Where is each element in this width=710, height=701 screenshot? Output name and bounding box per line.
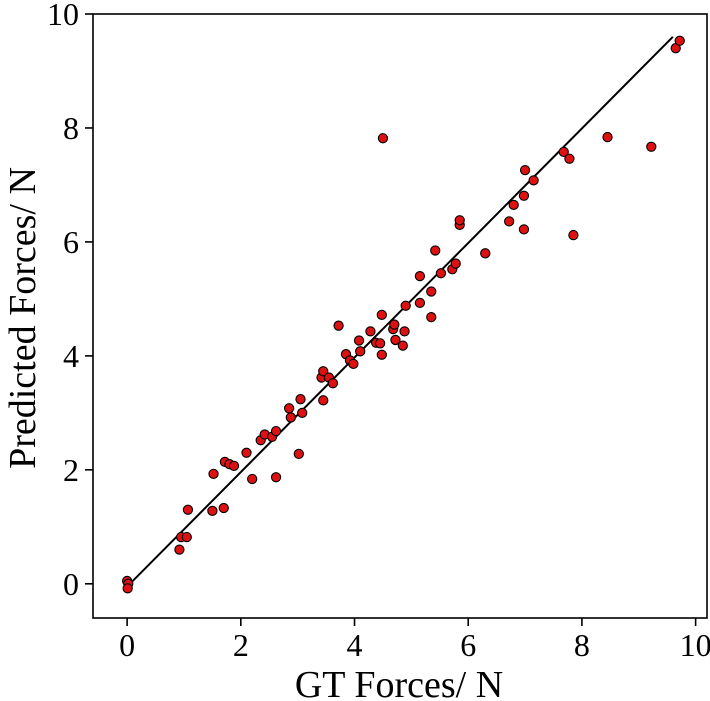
data-point bbox=[270, 472, 282, 483]
data-point bbox=[646, 141, 657, 152]
data-point bbox=[318, 366, 329, 377]
data-point bbox=[285, 412, 296, 423]
data-point bbox=[122, 583, 133, 594]
data-point bbox=[174, 544, 185, 555]
data-point bbox=[450, 258, 461, 269]
fit-line-layer bbox=[123, 36, 674, 591]
fit-line bbox=[123, 36, 674, 591]
axis-ticks: 0 2 4 6 8 10 0 2 4 6 8 10 bbox=[47, 0, 710, 663]
data-point bbox=[399, 326, 410, 337]
data-point bbox=[353, 335, 365, 346]
data-point bbox=[528, 175, 539, 186]
data-point bbox=[508, 199, 519, 211]
x-tick-label: 4 bbox=[347, 627, 363, 663]
data-point bbox=[283, 403, 295, 414]
data-point bbox=[389, 319, 400, 330]
data-point bbox=[207, 505, 218, 517]
data-point bbox=[414, 297, 426, 309]
data-point bbox=[333, 320, 344, 331]
data-point bbox=[414, 270, 426, 282]
data-point bbox=[182, 504, 194, 515]
x-tick-label: 10 bbox=[680, 627, 710, 663]
data-point bbox=[602, 131, 613, 143]
data-point bbox=[376, 349, 387, 360]
data-point bbox=[430, 245, 441, 256]
x-tick-label: 8 bbox=[574, 627, 590, 663]
data-point bbox=[355, 346, 366, 357]
y-tick-label: 4 bbox=[63, 338, 79, 374]
y-tick-label: 8 bbox=[63, 110, 79, 146]
data-point bbox=[377, 133, 389, 144]
data-point bbox=[426, 311, 437, 323]
data-point bbox=[480, 248, 491, 259]
data-point bbox=[247, 473, 258, 485]
x-tick-label: 6 bbox=[460, 627, 476, 663]
data-point bbox=[435, 268, 447, 279]
data-point bbox=[400, 300, 411, 311]
data-point bbox=[181, 531, 192, 543]
data-point bbox=[674, 35, 685, 46]
data-point bbox=[270, 425, 282, 437]
data-point bbox=[293, 448, 304, 460]
x-tick-label: 0 bbox=[119, 627, 135, 663]
y-tick-label: 6 bbox=[63, 224, 79, 260]
y-axis-label: Predicted Forces/ N bbox=[2, 167, 44, 469]
y-tick-label: 0 bbox=[63, 566, 79, 602]
y-tick-label: 2 bbox=[63, 452, 79, 488]
data-point bbox=[397, 340, 408, 351]
data-point bbox=[297, 407, 308, 419]
data-point bbox=[518, 190, 530, 201]
data-point bbox=[374, 338, 386, 349]
data-point bbox=[376, 309, 387, 321]
data-point bbox=[348, 358, 359, 370]
data-point bbox=[318, 395, 329, 406]
data-point bbox=[218, 502, 229, 514]
data-point bbox=[518, 224, 530, 235]
data-point bbox=[390, 334, 401, 346]
data-point bbox=[568, 229, 579, 241]
data-point bbox=[327, 378, 339, 389]
data-points bbox=[121, 35, 685, 594]
data-point bbox=[426, 286, 437, 297]
data-point bbox=[564, 153, 575, 164]
data-point bbox=[295, 394, 306, 405]
y-tick-label: 10 bbox=[47, 0, 79, 32]
data-point bbox=[454, 215, 465, 226]
x-axis-label: GT Forces/ N bbox=[295, 664, 503, 701]
data-point bbox=[208, 468, 219, 479]
data-point bbox=[365, 326, 376, 337]
x-tick-label: 2 bbox=[233, 627, 249, 663]
plot-frame bbox=[92, 13, 708, 619]
data-point bbox=[228, 460, 240, 472]
data-point bbox=[504, 216, 515, 227]
data-point bbox=[558, 146, 569, 158]
data-point bbox=[241, 447, 252, 458]
data-point bbox=[519, 164, 531, 176]
